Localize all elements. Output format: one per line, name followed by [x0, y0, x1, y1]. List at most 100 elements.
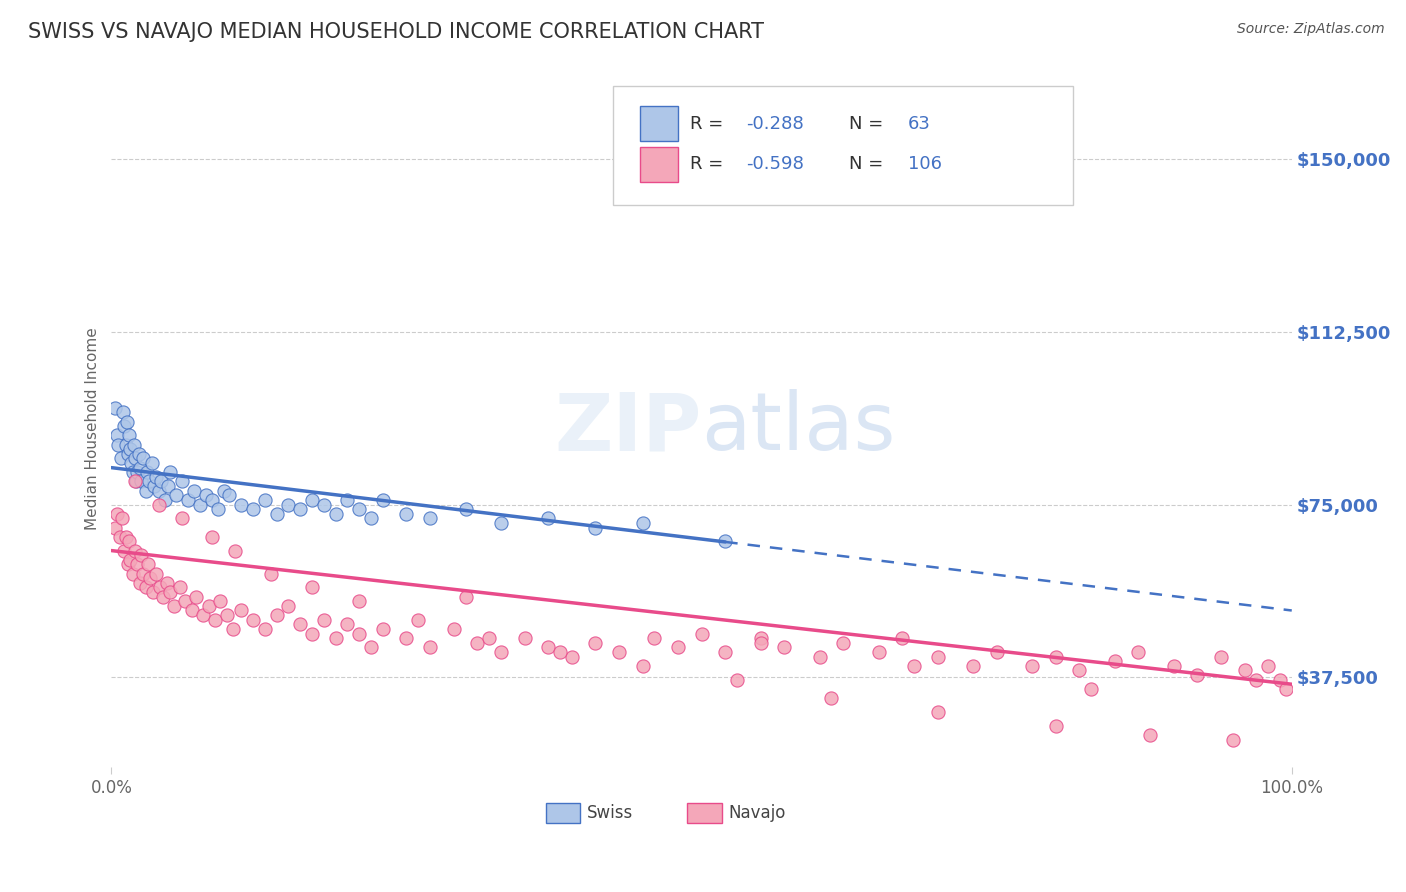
Point [808, 649, 831, 664]
Point [371, 492, 394, 507]
Point [159, 585, 181, 599]
Point [117, 558, 139, 572]
Point [145, 566, 167, 581]
Point [301, 581, 323, 595]
Point [198, 599, 221, 613]
Point [135, 581, 157, 595]
FancyBboxPatch shape [613, 87, 1073, 205]
Point [891, 631, 914, 645]
Point [118, 428, 141, 442]
Point [478, 631, 501, 645]
Point [124, 451, 146, 466]
Text: R =: R = [690, 115, 728, 133]
Point [986, 645, 1008, 659]
Point [105, 507, 128, 521]
Point [868, 645, 890, 659]
Point [666, 640, 689, 655]
Point [349, 502, 371, 516]
Point [222, 622, 245, 636]
Point [120, 553, 142, 567]
Point [172, 511, 194, 525]
Point [159, 465, 181, 479]
Point [714, 534, 737, 549]
Point [172, 475, 194, 489]
Point [105, 428, 128, 442]
Point [128, 575, 150, 590]
Point [336, 617, 359, 632]
Point [148, 498, 170, 512]
Point [111, 511, 134, 525]
Point [114, 530, 136, 544]
Point [165, 488, 187, 502]
Point [714, 645, 737, 659]
Text: 106: 106 [908, 155, 942, 173]
Point [266, 507, 288, 521]
Point [149, 475, 172, 489]
Point [121, 456, 143, 470]
Point [419, 640, 441, 655]
Point [129, 548, 152, 562]
Point [127, 558, 149, 572]
Point [201, 492, 224, 507]
Point [301, 626, 323, 640]
Point [1069, 664, 1091, 678]
Point [169, 581, 191, 595]
Text: Source: ZipAtlas.com: Source: ZipAtlas.com [1237, 22, 1385, 37]
Point [212, 483, 235, 498]
FancyBboxPatch shape [640, 146, 678, 182]
Point [927, 705, 949, 719]
Point [104, 520, 127, 534]
Point [201, 530, 224, 544]
Point [207, 502, 229, 516]
Point [583, 636, 606, 650]
Point [290, 617, 312, 632]
Point [253, 622, 276, 636]
Point [108, 530, 131, 544]
Text: Swiss: Swiss [588, 804, 633, 822]
Point [112, 419, 135, 434]
Point [1104, 654, 1126, 668]
Point [132, 566, 155, 581]
Text: R =: R = [690, 155, 728, 173]
Point [124, 543, 146, 558]
Point [927, 649, 949, 664]
Point [583, 520, 606, 534]
Point [561, 649, 583, 664]
Point [631, 516, 654, 530]
Point [112, 405, 135, 419]
Point [419, 511, 441, 525]
Point [127, 465, 149, 479]
Point [312, 498, 335, 512]
Point [122, 437, 145, 451]
Point [163, 599, 186, 613]
Point [1275, 681, 1298, 696]
Point [1163, 658, 1185, 673]
Point [141, 456, 163, 470]
Point [104, 401, 127, 415]
Point [1233, 664, 1256, 678]
Point [121, 566, 143, 581]
Point [1021, 658, 1043, 673]
Point [1080, 681, 1102, 696]
Point [290, 502, 312, 516]
Point [820, 691, 842, 706]
Point [107, 437, 129, 451]
Point [242, 502, 264, 516]
Point [631, 658, 654, 673]
Text: Navajo: Navajo [728, 804, 786, 822]
Point [117, 447, 139, 461]
Point [204, 613, 226, 627]
Point [177, 492, 200, 507]
Point [773, 640, 796, 655]
Point [325, 507, 347, 521]
Point [513, 631, 536, 645]
Point [1128, 645, 1150, 659]
Point [454, 590, 477, 604]
Point [489, 645, 512, 659]
Point [135, 483, 157, 498]
Point [114, 437, 136, 451]
FancyBboxPatch shape [640, 106, 678, 141]
Text: N =: N = [849, 155, 889, 173]
Point [260, 566, 283, 581]
Point [142, 479, 165, 493]
